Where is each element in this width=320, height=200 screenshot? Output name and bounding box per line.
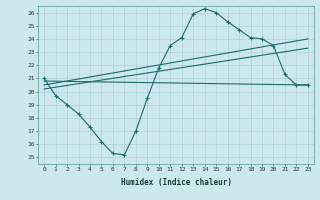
X-axis label: Humidex (Indice chaleur): Humidex (Indice chaleur) — [121, 178, 231, 187]
